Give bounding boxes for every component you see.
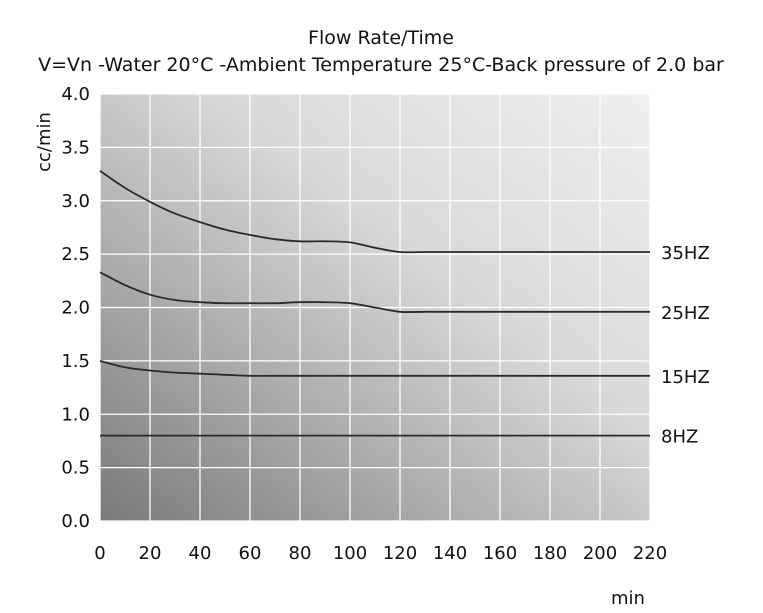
y-tick-label: 3.0 [61,191,90,212]
y-tick-label: 0.0 [61,511,90,532]
grid-lines [99,93,651,522]
chart-title: Flow Rate/Time [308,27,454,49]
series-label-15hz: 15HZ [661,367,710,388]
y-tick-label: 1.5 [61,351,90,372]
x-tick-label: 0 [94,543,105,564]
chart-subtitle: V=Vn -Water 20°C -Ambient Temperature 25… [38,54,724,76]
x-axis-ticks: 0 20 40 60 80 100 120 140 160 180 200 220 [94,543,667,564]
y-tick-label: 2.0 [61,298,90,319]
y-tick-label: 1.0 [61,404,90,425]
x-tick-label: 140 [433,543,467,564]
x-tick-label: 60 [239,543,262,564]
y-axis-label: cc/min [34,112,55,172]
series-label-8hz: 8HZ [661,427,698,448]
x-tick-label: 40 [189,543,212,564]
x-tick-label: 180 [533,543,567,564]
x-tick-label: 200 [583,543,617,564]
x-tick-label: 120 [383,543,417,564]
series-line-35hz [99,170,650,254]
series-line-25hz [99,271,650,314]
x-tick-label: 160 [483,543,517,564]
y-tick-label: 0.5 [61,458,90,479]
series-label-25hz: 25HZ [661,303,710,324]
y-tick-label: 2.5 [61,244,90,265]
y-tick-label: 4.0 [61,84,90,105]
y-axis-ticks: 0.0 0.5 1.0 1.5 2.0 2.5 3.0 3.5 4.0 [61,84,90,532]
series-line-15hz [99,360,650,377]
x-tick-label: 220 [633,543,667,564]
x-tick-label: 100 [333,543,367,564]
series-labels: 35HZ 25HZ 15HZ 8HZ [661,243,710,448]
x-tick-label: 20 [139,543,162,564]
x-axis-label: min [611,588,645,609]
series-lines [99,170,650,437]
y-tick-label: 3.5 [61,137,90,158]
x-tick-label: 80 [289,543,312,564]
series-label-35hz: 35HZ [661,243,710,264]
